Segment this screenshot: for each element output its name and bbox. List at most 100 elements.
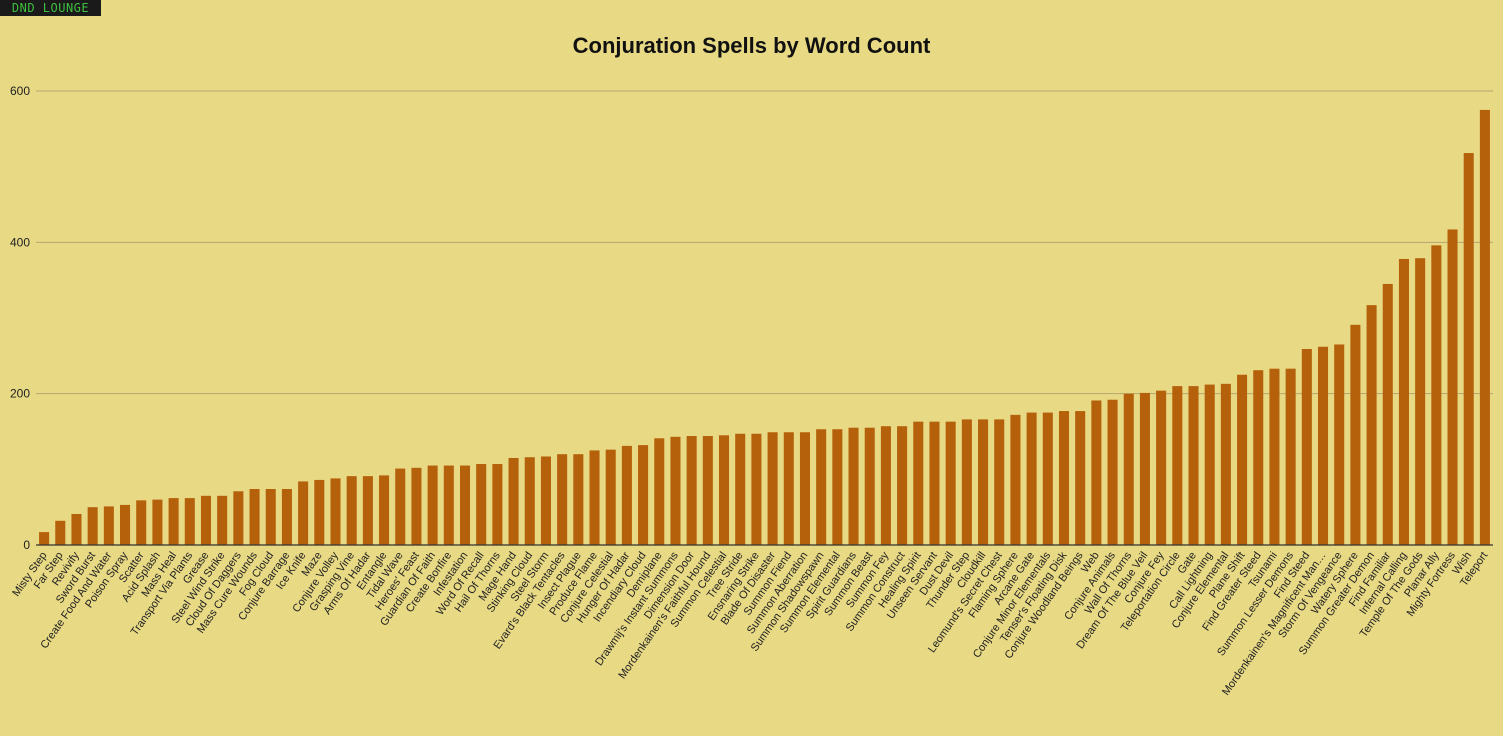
bar[interactable]: [913, 421, 924, 545]
bar[interactable]: [395, 468, 406, 545]
bar[interactable]: [524, 457, 535, 545]
bar[interactable]: [281, 489, 292, 545]
bar[interactable]: [1172, 386, 1183, 545]
bar[interactable]: [1415, 258, 1426, 545]
bar[interactable]: [298, 481, 309, 545]
bar[interactable]: [1334, 344, 1345, 545]
bar[interactable]: [379, 475, 390, 545]
bar[interactable]: [1479, 109, 1490, 546]
y-tick-label: 400: [10, 235, 30, 249]
bar[interactable]: [55, 520, 66, 545]
bar[interactable]: [330, 478, 341, 545]
bar[interactable]: [508, 457, 519, 545]
bar[interactable]: [557, 454, 568, 545]
bar[interactable]: [1188, 386, 1199, 545]
bar[interactable]: [233, 491, 244, 545]
bar[interactable]: [1026, 412, 1037, 545]
bar[interactable]: [994, 419, 1005, 545]
bar[interactable]: [184, 498, 195, 545]
bar[interactable]: [1075, 411, 1086, 545]
bar[interactable]: [1317, 346, 1329, 545]
bar[interactable]: [1058, 411, 1070, 545]
bar[interactable]: [1447, 229, 1458, 545]
bar[interactable]: [605, 449, 616, 545]
bar[interactable]: [864, 427, 875, 545]
bar[interactable]: [702, 436, 713, 545]
y-axis-ticks: 0 200 400 600: [10, 84, 30, 552]
bar[interactable]: [217, 495, 228, 545]
bar[interactable]: [1350, 324, 1361, 545]
bar[interactable]: [621, 445, 632, 545]
bar[interactable]: [1237, 374, 1248, 545]
bar[interactable]: [1204, 384, 1215, 545]
bar[interactable]: [136, 500, 147, 545]
bar[interactable]: [87, 507, 98, 545]
bar[interactable]: [1156, 390, 1167, 545]
bar[interactable]: [897, 426, 908, 545]
bar[interactable]: [654, 438, 665, 545]
bar[interactable]: [978, 419, 989, 545]
bar[interactable]: [476, 464, 487, 545]
bar[interactable]: [265, 489, 276, 545]
bar[interactable]: [799, 432, 810, 545]
bar[interactable]: [719, 435, 730, 545]
bar[interactable]: [832, 429, 843, 545]
bar[interactable]: [1285, 368, 1296, 545]
gridlines: [36, 90, 1493, 395]
bar[interactable]: [783, 432, 794, 545]
bar[interactable]: [686, 436, 697, 545]
bar[interactable]: [1091, 400, 1102, 545]
bar[interactable]: [751, 433, 762, 545]
bar[interactable]: [1253, 370, 1264, 545]
bar[interactable]: [1366, 305, 1377, 545]
bar[interactable]: [200, 495, 212, 545]
bar[interactable]: [1382, 283, 1393, 545]
bar[interactable]: [767, 432, 778, 545]
bar[interactable]: [589, 450, 600, 545]
bar[interactable]: [1463, 153, 1474, 545]
y-tick-label: 200: [10, 387, 30, 401]
bar[interactable]: [880, 426, 891, 545]
bar[interactable]: [638, 445, 649, 545]
bar[interactable]: [1010, 414, 1021, 545]
bar[interactable]: [848, 427, 859, 545]
bar[interactable]: [1398, 258, 1409, 545]
bar[interactable]: [120, 504, 131, 545]
bar[interactable]: [1220, 383, 1231, 545]
bar[interactable]: [573, 454, 584, 545]
y-tick-label: 0: [23, 538, 30, 552]
bar[interactable]: [103, 506, 114, 545]
bar[interactable]: [168, 498, 179, 545]
bar[interactable]: [945, 421, 956, 545]
bar[interactable]: [362, 476, 373, 545]
bar[interactable]: [443, 465, 454, 545]
bar[interactable]: [1139, 392, 1150, 545]
bar[interactable]: [1269, 368, 1280, 545]
y-tick-label: 600: [10, 84, 30, 98]
bar[interactable]: [152, 499, 163, 545]
bar[interactable]: [249, 489, 260, 545]
bar[interactable]: [314, 479, 325, 545]
bar[interactable]: [540, 456, 551, 545]
bar[interactable]: [1301, 349, 1312, 545]
bar[interactable]: [1431, 245, 1442, 546]
bar[interactable]: [411, 467, 422, 545]
bar[interactable]: [735, 433, 746, 545]
bar[interactable]: [71, 513, 82, 545]
bar[interactable]: [670, 436, 681, 545]
bar[interactable]: [1107, 399, 1118, 545]
bar[interactable]: [427, 465, 438, 545]
bar[interactable]: [459, 465, 471, 545]
bar[interactable]: [929, 421, 940, 545]
bar[interactable]: [961, 419, 972, 545]
brand-logo[interactable]: DND LOUNGE: [0, 0, 101, 16]
bar[interactable]: [1123, 393, 1134, 545]
bar[interactable]: [492, 464, 503, 545]
bar[interactable]: [816, 429, 827, 545]
bar[interactable]: [346, 476, 357, 545]
bar[interactable]: [1042, 412, 1053, 545]
bars: [39, 109, 1490, 546]
bar[interactable]: [39, 532, 50, 545]
